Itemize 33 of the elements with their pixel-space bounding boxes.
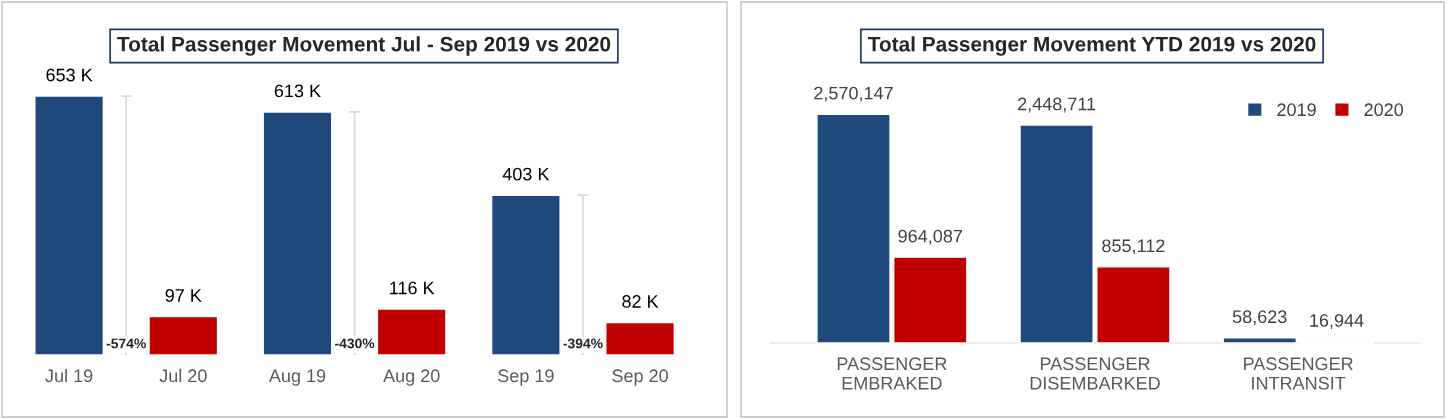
data-label: 16,944 bbox=[1310, 314, 1364, 329]
data-label: 82 K bbox=[622, 295, 659, 308]
data-label: 97 K bbox=[165, 289, 202, 302]
data-label: 2,570,147 bbox=[814, 86, 893, 102]
x-tick-label: Aug 19 bbox=[268, 369, 326, 386]
data-label: 855,112 bbox=[1102, 239, 1165, 255]
legend-label: 2020 bbox=[1364, 103, 1404, 117]
data-label: 613 K bbox=[274, 84, 321, 98]
data-label: 964,087 bbox=[898, 229, 962, 245]
x-tick-label: Aug 20 bbox=[383, 369, 440, 386]
chart-title: Total Passenger Movement YTD 2019 vs 2020 bbox=[867, 36, 1316, 56]
data-label: 653 K bbox=[46, 68, 93, 82]
data-label: 58,623 bbox=[1232, 310, 1287, 326]
bar bbox=[1019, 124, 1094, 344]
bar bbox=[1096, 266, 1171, 344]
x-tick-label: Sep 19 bbox=[498, 369, 554, 386]
x-tick-label: PASSENGER EMBRAKED bbox=[837, 357, 947, 390]
bar bbox=[1222, 337, 1297, 344]
data-label: 403 K bbox=[502, 167, 550, 181]
bar bbox=[893, 256, 968, 344]
annotation: -394% bbox=[563, 338, 603, 349]
x-tick-label: PASSENGER INTRANSIT bbox=[1244, 357, 1353, 390]
annotation: -430% bbox=[335, 338, 375, 349]
x-tick-label: Jul 20 bbox=[159, 368, 207, 383]
legend-label: 2019 bbox=[1277, 103, 1316, 117]
x-tick-label: Sep 20 bbox=[612, 369, 668, 386]
bar bbox=[816, 113, 891, 344]
data-label: 2,448,711 bbox=[1018, 97, 1096, 113]
x-tick-label: PASSENGER DISEMBARKED bbox=[1030, 357, 1160, 390]
x-tick-label: Jul 19 bbox=[45, 368, 93, 383]
annotation: -574% bbox=[106, 338, 146, 349]
chart-title: Total Passenger Movement Jul - Sep 2019 vs 2020 bbox=[117, 36, 611, 56]
data-label: 116 K bbox=[390, 281, 435, 295]
